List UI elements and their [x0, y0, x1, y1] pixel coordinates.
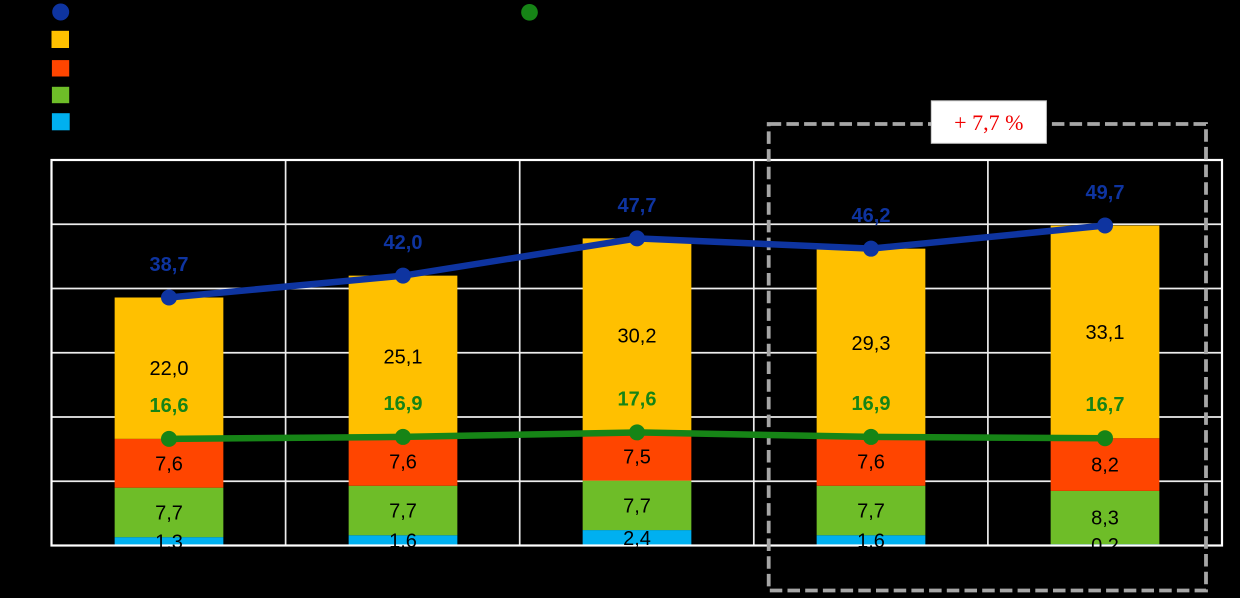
svg-text:38,7: 38,7: [150, 254, 189, 276]
svg-text:22,0: 22,0: [150, 358, 189, 380]
svg-text:46,2: 46,2: [852, 205, 891, 227]
svg-text:7,7: 7,7: [389, 500, 417, 522]
svg-text:33,1: 33,1: [1086, 322, 1125, 344]
svg-text:17,6: 17,6: [618, 388, 657, 410]
svg-text:16,9: 16,9: [852, 393, 891, 415]
svg-text:7,6: 7,6: [155, 453, 183, 475]
svg-text:1,6: 1,6: [389, 530, 417, 552]
svg-text:7,7: 7,7: [623, 495, 651, 517]
svg-text:7,5: 7,5: [623, 447, 651, 469]
svg-text:16,7: 16,7: [1086, 394, 1125, 416]
svg-text:+ 7,7 %: + 7,7 %: [954, 110, 1023, 135]
svg-text:47,7: 47,7: [618, 195, 657, 217]
svg-text:8,3: 8,3: [1091, 508, 1119, 530]
svg-text:7,7: 7,7: [155, 502, 183, 524]
svg-text:2,4: 2,4: [623, 528, 651, 550]
svg-text:1,6: 1,6: [857, 530, 885, 552]
svg-text:42,0: 42,0: [384, 232, 423, 254]
svg-text:49,7: 49,7: [1086, 182, 1125, 204]
svg-text:25,1: 25,1: [384, 346, 423, 368]
svg-text:30,2: 30,2: [618, 325, 657, 347]
svg-text:29,3: 29,3: [852, 333, 891, 355]
svg-text:16,9: 16,9: [384, 393, 423, 415]
svg-text:0,2: 0,2: [1091, 535, 1119, 557]
svg-text:16,6: 16,6: [150, 395, 189, 417]
svg-text:7,6: 7,6: [389, 451, 417, 473]
svg-text:7,6: 7,6: [857, 451, 885, 473]
svg-text:7,7: 7,7: [857, 500, 885, 522]
svg-text:8,2: 8,2: [1091, 455, 1119, 477]
svg-text:1,3: 1,3: [155, 531, 183, 553]
